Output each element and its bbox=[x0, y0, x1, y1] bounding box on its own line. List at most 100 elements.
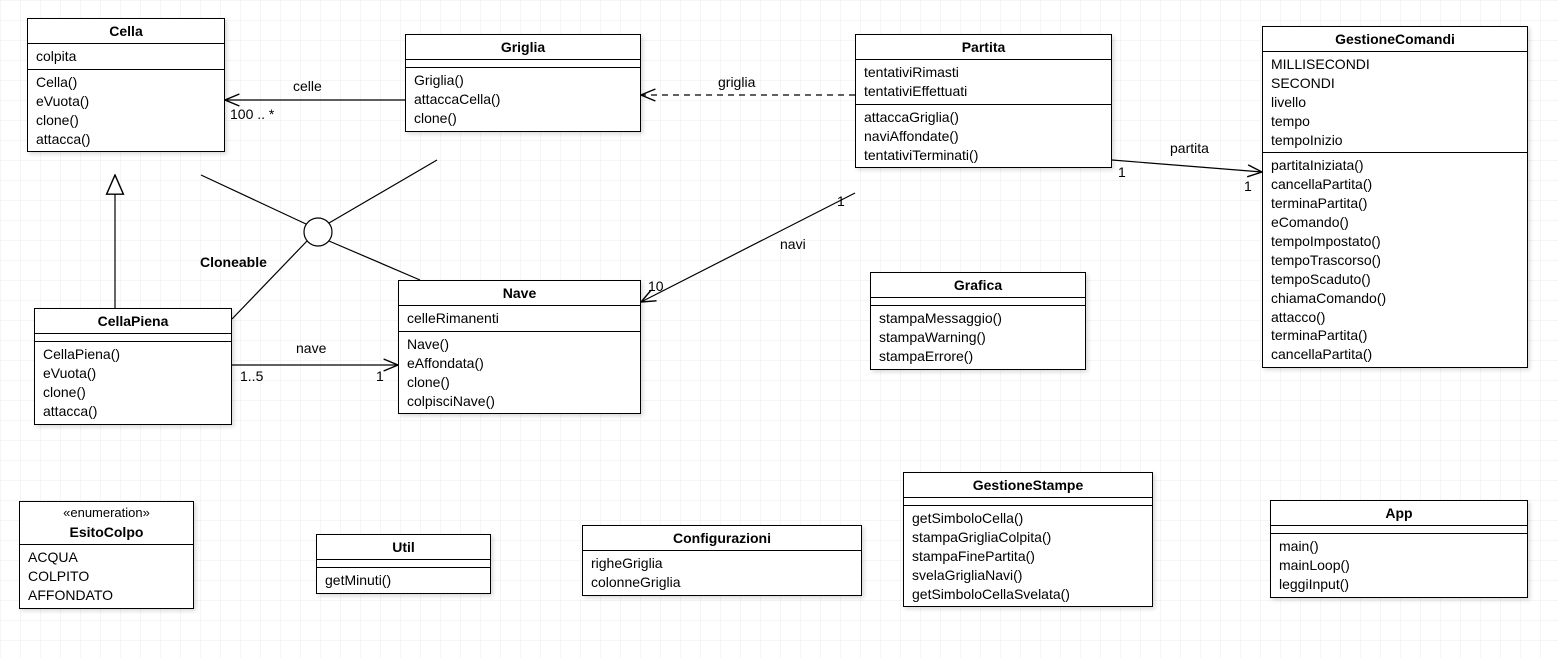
attr: celleRimanenti bbox=[407, 309, 632, 328]
class-title: Util bbox=[317, 535, 490, 560]
op: stampaErrore() bbox=[879, 347, 1077, 366]
op: cancellaPartita() bbox=[1271, 175, 1519, 194]
class-ops: partitaIniziata() cancellaPartita() term… bbox=[1263, 153, 1527, 367]
label-nave-mult-right: 1 bbox=[376, 368, 384, 384]
class-title: Cella bbox=[28, 19, 224, 44]
op: tempoImpostato() bbox=[1271, 232, 1519, 251]
op: eAffondata() bbox=[407, 354, 632, 373]
class-title: Partita bbox=[856, 35, 1111, 60]
attr: MILLISECONDI bbox=[1271, 55, 1519, 74]
class-title: GestioneComandi bbox=[1263, 27, 1527, 52]
op: clone() bbox=[414, 109, 632, 128]
attr: AFFONDATO bbox=[28, 586, 185, 605]
class-attrs: colpita bbox=[28, 44, 224, 70]
class-nave: Nave celleRimanenti Nave() eAffondata() … bbox=[398, 280, 641, 414]
op: main() bbox=[1279, 537, 1519, 556]
op: eComando() bbox=[1271, 213, 1519, 232]
op: eVuota() bbox=[36, 92, 216, 111]
op: chiamaComando() bbox=[1271, 289, 1519, 308]
class-attrs bbox=[1271, 526, 1527, 534]
class-ops: Nave() eAffondata() clone() colpisciNave… bbox=[399, 332, 640, 414]
attr: tempo bbox=[1271, 112, 1519, 131]
op: Griglia() bbox=[414, 71, 632, 90]
attr: colonneGriglia bbox=[591, 573, 853, 592]
class-attrs: righeGriglia colonneGriglia bbox=[583, 551, 861, 595]
class-cella-piena: CellaPiena CellaPiena() eVuota() clone()… bbox=[34, 308, 232, 425]
label-partita: partita bbox=[1170, 140, 1209, 156]
attr: colpita bbox=[36, 47, 216, 66]
attr: SECONDI bbox=[1271, 74, 1519, 93]
class-title: GestioneStampe bbox=[904, 473, 1152, 498]
class-esito-colpo: «enumeration» EsitoColpo ACQUA COLPITO A… bbox=[19, 501, 194, 609]
class-gestione-comandi: GestioneComandi MILLISECONDI SECONDI liv… bbox=[1262, 26, 1528, 368]
op: stampaMessaggio() bbox=[879, 309, 1077, 328]
op: mainLoop() bbox=[1279, 556, 1519, 575]
class-util: Util getMinuti() bbox=[316, 534, 491, 594]
op: svelaGrigliaNavi() bbox=[912, 566, 1144, 585]
op: leggiInput() bbox=[1279, 575, 1519, 594]
class-cella: Cella colpita Cella() eVuota() clone() a… bbox=[27, 18, 225, 152]
attr: COLPITO bbox=[28, 567, 185, 586]
label-griglia: griglia bbox=[718, 74, 755, 90]
attr: righeGriglia bbox=[591, 554, 853, 573]
op: clone() bbox=[407, 373, 632, 392]
op: terminaPartita() bbox=[1271, 194, 1519, 213]
op: tentativiTerminati() bbox=[864, 146, 1103, 165]
op: clone() bbox=[43, 383, 223, 402]
op: stampaFinePartita() bbox=[912, 547, 1144, 566]
cloneable-interface-label: Cloneable bbox=[200, 254, 267, 270]
op: eVuota() bbox=[43, 364, 223, 383]
op: stampaGrigliaColpita() bbox=[912, 528, 1144, 547]
op: attacco() bbox=[1271, 308, 1519, 327]
op: tempoScaduto() bbox=[1271, 270, 1519, 289]
class-attrs: ACQUA COLPITO AFFONDATO bbox=[20, 545, 193, 608]
class-attrs bbox=[904, 498, 1152, 506]
class-attrs bbox=[406, 60, 640, 68]
op: clone() bbox=[36, 111, 216, 130]
class-app: App main() mainLoop() leggiInput() bbox=[1270, 500, 1528, 598]
label-navi-mult-left: 1 bbox=[837, 193, 845, 209]
class-configurazioni: Configurazioni righeGriglia colonneGrigl… bbox=[582, 525, 862, 596]
op: naviAffondate() bbox=[864, 127, 1103, 146]
label-celle-mult: 100 .. * bbox=[230, 106, 274, 122]
label-partita-mult-left: 1 bbox=[1118, 164, 1126, 180]
class-title: Configurazioni bbox=[583, 526, 861, 551]
op: cancellaPartita() bbox=[1271, 345, 1519, 364]
class-ops: getMinuti() bbox=[317, 568, 490, 593]
class-ops: main() mainLoop() leggiInput() bbox=[1271, 534, 1527, 597]
op: stampaWarning() bbox=[879, 328, 1077, 347]
op: colpisciNave() bbox=[407, 392, 632, 411]
class-title: Griglia bbox=[406, 35, 640, 60]
op: Nave() bbox=[407, 335, 632, 354]
label-navi-mult-right: 10 bbox=[648, 278, 664, 294]
attr: tentativiEffettuati bbox=[864, 82, 1103, 101]
op: attaccaGriglia() bbox=[864, 108, 1103, 127]
attr: ACQUA bbox=[28, 548, 185, 567]
class-ops: stampaMessaggio() stampaWarning() stampa… bbox=[871, 306, 1085, 369]
class-ops: Cella() eVuota() clone() attacca() bbox=[28, 70, 224, 152]
class-stereo: «enumeration» bbox=[20, 502, 193, 520]
class-title: App bbox=[1271, 501, 1527, 526]
attr: tempoInizio bbox=[1271, 131, 1519, 150]
class-ops: attaccaGriglia() naviAffondate() tentati… bbox=[856, 105, 1111, 168]
op: getMinuti() bbox=[325, 571, 482, 590]
attr: tentativiRimasti bbox=[864, 63, 1103, 82]
class-title: Nave bbox=[399, 281, 640, 306]
op: attacca() bbox=[43, 402, 223, 421]
class-ops: getSimboloCella() stampaGrigliaColpita()… bbox=[904, 506, 1152, 606]
op: CellaPiena() bbox=[43, 345, 223, 364]
label-nave-mult-left: 1..5 bbox=[240, 368, 263, 384]
class-title: Grafica bbox=[871, 273, 1085, 298]
op: getSimboloCella() bbox=[912, 509, 1144, 528]
op: Cella() bbox=[36, 73, 216, 92]
op: terminaPartita() bbox=[1271, 326, 1519, 345]
class-attrs: celleRimanenti bbox=[399, 306, 640, 332]
class-ops: CellaPiena() eVuota() clone() attacca() bbox=[35, 342, 231, 424]
label-partita-mult-right: 1 bbox=[1244, 178, 1252, 194]
op: attaccaCella() bbox=[414, 90, 632, 109]
class-grafica: Grafica stampaMessaggio() stampaWarning(… bbox=[870, 272, 1086, 370]
op: partitaIniziata() bbox=[1271, 156, 1519, 175]
label-navi: navi bbox=[780, 236, 806, 252]
op: attacca() bbox=[36, 130, 216, 149]
attr: livello bbox=[1271, 93, 1519, 112]
